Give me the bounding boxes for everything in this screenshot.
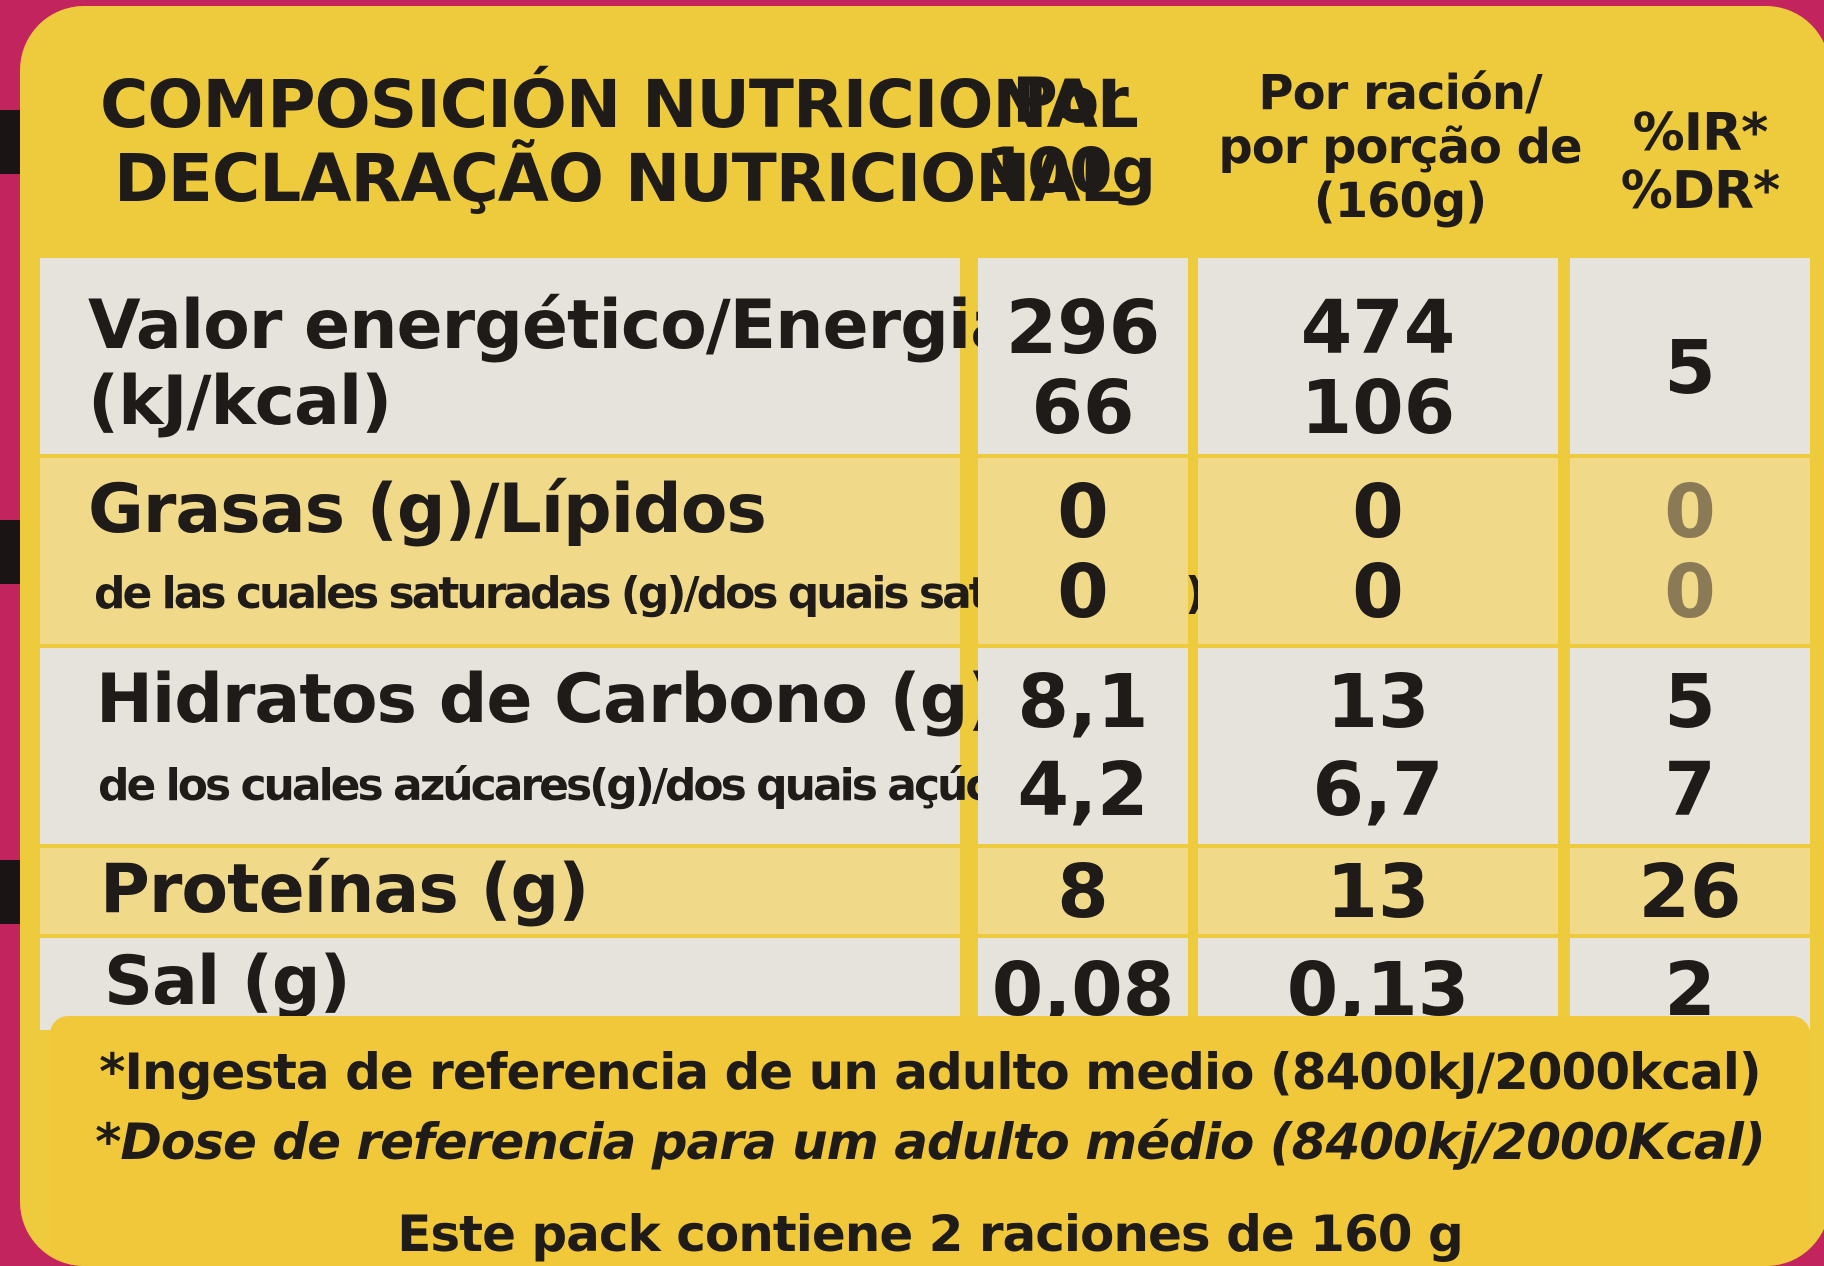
- row-carbs-ri: 5 7: [1570, 648, 1810, 844]
- column-header-per-serving: Por ración/ por porção de (160g): [1200, 66, 1600, 316]
- saturates-ri: 0: [1664, 549, 1716, 635]
- row-protein-ri: 26: [1570, 848, 1810, 934]
- row-carbs-serving: 13 6,7: [1198, 648, 1558, 844]
- table-title: COMPOSICIÓN NUTRICIONAL DECLARAÇÃO NUTRI…: [100, 66, 1139, 318]
- carbs-label: Hidratos de Carbono (g): [96, 660, 999, 739]
- row-carbs-per100: 8,1 4,2: [978, 648, 1188, 844]
- protein-ri: 26: [1638, 849, 1742, 935]
- per100-line2: 100g: [985, 134, 1156, 207]
- carbs-per100: 8,1: [1017, 659, 1149, 745]
- row-energy-per100: 296 66: [978, 258, 1188, 454]
- footnote-pt: *Dose de referencia para um adulto médio…: [95, 1113, 1766, 1171]
- row-energy-ri: 5: [1570, 258, 1810, 454]
- row-carbs-label: Hidratos de Carbono (g) de los cuales az…: [40, 648, 1150, 844]
- row-fat-ri: 0 0: [1570, 458, 1810, 644]
- fat-serving: 0: [1352, 469, 1404, 555]
- serving-line1: Por ración/: [1258, 65, 1542, 121]
- row-salt-label: Sal (g): [40, 938, 960, 1030]
- saturates-serving: 0: [1352, 549, 1404, 635]
- sugars-ri: 7: [1664, 747, 1716, 833]
- energy-serving-kj: 474: [1300, 285, 1456, 371]
- serving-line3: (160g): [1313, 173, 1487, 229]
- fat-per100: 0: [1057, 469, 1109, 555]
- fat-ri: 0: [1664, 469, 1716, 555]
- per100-line1: Por: [1012, 64, 1129, 137]
- energy-per100-kj: 296: [1005, 285, 1161, 371]
- energy-ri: 5: [1664, 325, 1716, 411]
- nutrition-label: COMPOSICIÓN NUTRICIONAL DECLARAÇÃO NUTRI…: [20, 6, 1824, 1266]
- sugars-per100: 4,2: [1017, 747, 1149, 833]
- title-line-es: COMPOSICIÓN NUTRICIONAL: [100, 66, 1139, 143]
- row-energy-label: Valor energético/Energia (kJ/kcal): [40, 258, 1016, 454]
- ri-line2: %DR*: [1620, 161, 1781, 221]
- salt-label: Sal (g): [104, 942, 351, 1021]
- saturates-per100: 0: [1057, 549, 1109, 635]
- title-line-pt: DECLARAÇÃO NUTRICIONAL: [114, 140, 1122, 217]
- protein-serving: 13: [1326, 849, 1430, 935]
- protein-per100: 8: [1057, 849, 1109, 935]
- row-fat-per100: 0 0: [978, 458, 1188, 644]
- row-protein-label: Proteínas (g): [40, 848, 960, 934]
- row-fat-label: Grasas (g)/Lípidos de las cuales saturad…: [40, 458, 1205, 644]
- row-protein-serving: 13: [1198, 848, 1558, 934]
- sugars-serving: 6,7: [1312, 747, 1444, 833]
- saturates-label: de las cuales saturadas (g)/dos quais sa…: [94, 568, 1205, 619]
- column-header-per-100g: Por 100g: [960, 66, 1180, 316]
- energy-label-line2: (kJ/kcal): [88, 362, 392, 441]
- pack-servings-note: Este pack contiene 2 raciones de 160 g: [397, 1205, 1464, 1263]
- row-fat-serving: 0 0: [1198, 458, 1558, 644]
- carbs-ri: 5: [1664, 659, 1716, 745]
- ri-line1: %IR*: [1632, 103, 1769, 163]
- energy-per100-kcal: 66: [1031, 365, 1135, 451]
- column-header-reference-intake: %IR* %DR*: [1580, 104, 1820, 354]
- reference-intake-footnote: *Ingesta de referencia de un adulto medi…: [50, 1016, 1810, 1266]
- energy-serving-kcal: 106: [1300, 365, 1456, 451]
- energy-label-line1: Valor energético/Energia: [88, 286, 1016, 365]
- sugars-label: de los cuales azúcares(g)/dos quais açúc…: [98, 760, 1150, 811]
- fat-label: Grasas (g)/Lípidos: [88, 470, 767, 549]
- row-energy-serving: 474 106: [1198, 258, 1558, 454]
- protein-label: Proteínas (g): [100, 850, 589, 929]
- row-protein-per100: 8: [978, 848, 1188, 934]
- footnote-es: *Ingesta de referencia de un adulto medi…: [99, 1043, 1762, 1101]
- serving-line2: por porção de: [1218, 119, 1582, 175]
- carbs-serving: 13: [1326, 659, 1430, 745]
